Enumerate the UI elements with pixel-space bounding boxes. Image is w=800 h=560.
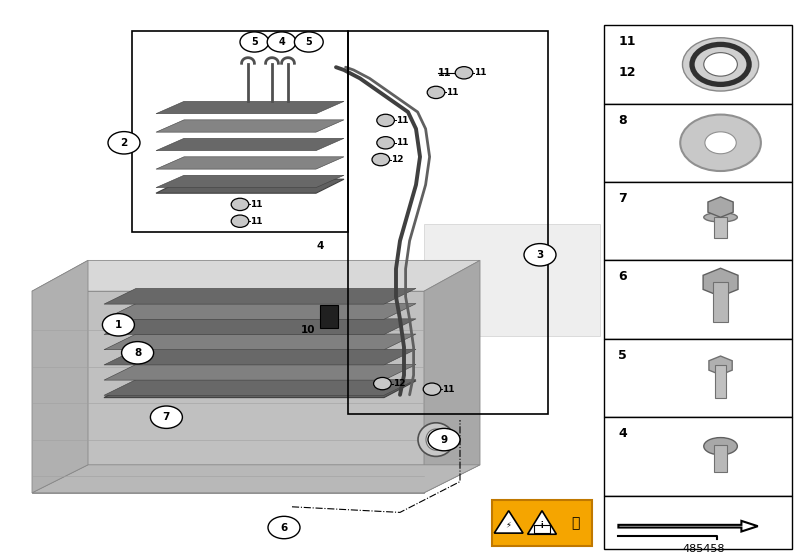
Polygon shape — [104, 334, 416, 349]
Text: 7: 7 — [618, 192, 627, 205]
Polygon shape — [104, 288, 416, 304]
Circle shape — [377, 137, 394, 149]
Polygon shape — [104, 381, 416, 398]
Text: 12: 12 — [391, 155, 404, 164]
Circle shape — [682, 38, 758, 91]
Polygon shape — [32, 260, 88, 493]
Bar — [132, 31, 348, 232]
Text: 8: 8 — [134, 348, 142, 358]
Bar — [714, 282, 728, 321]
Circle shape — [267, 32, 296, 52]
Circle shape — [455, 67, 473, 79]
Text: 11: 11 — [396, 138, 409, 147]
Polygon shape — [424, 260, 480, 493]
Circle shape — [427, 86, 445, 99]
Bar — [492, 500, 592, 546]
Polygon shape — [104, 349, 416, 365]
Text: 11: 11 — [474, 68, 487, 77]
Text: 11: 11 — [250, 217, 263, 226]
Text: 485458: 485458 — [682, 544, 726, 554]
Text: 5: 5 — [618, 349, 627, 362]
Circle shape — [231, 215, 249, 227]
Bar — [348, 31, 548, 414]
Text: 11: 11 — [618, 35, 636, 48]
Ellipse shape — [418, 423, 454, 456]
Circle shape — [231, 198, 249, 211]
Text: 11: 11 — [396, 116, 409, 125]
Text: 4: 4 — [618, 427, 627, 440]
Text: 11: 11 — [250, 200, 263, 209]
Circle shape — [372, 153, 390, 166]
Polygon shape — [32, 465, 480, 493]
Polygon shape — [104, 365, 416, 380]
Text: 3: 3 — [536, 250, 544, 260]
Text: 12: 12 — [618, 66, 636, 79]
Text: 11: 11 — [438, 68, 452, 78]
Polygon shape — [494, 511, 523, 533]
Bar — [714, 445, 727, 472]
Text: 11: 11 — [442, 385, 455, 394]
Text: 4: 4 — [278, 37, 285, 47]
Text: ⚡: ⚡ — [506, 520, 512, 529]
Text: 5: 5 — [306, 37, 312, 47]
Circle shape — [524, 244, 556, 266]
Text: 5: 5 — [251, 37, 258, 47]
Bar — [604, 339, 792, 417]
Text: 12: 12 — [393, 379, 406, 388]
Circle shape — [705, 132, 736, 154]
Text: 4: 4 — [316, 241, 324, 251]
Polygon shape — [156, 120, 344, 132]
Ellipse shape — [704, 437, 738, 455]
Polygon shape — [156, 101, 344, 114]
Circle shape — [294, 32, 323, 52]
Text: 8: 8 — [618, 114, 627, 127]
Polygon shape — [156, 175, 344, 188]
Bar — [604, 260, 792, 339]
Circle shape — [150, 406, 182, 428]
Polygon shape — [528, 511, 557, 534]
Polygon shape — [104, 319, 416, 334]
Bar — [604, 417, 792, 496]
Circle shape — [374, 377, 391, 390]
Text: 7: 7 — [162, 412, 170, 422]
Bar — [320, 305, 338, 328]
Text: i: i — [541, 521, 543, 530]
Polygon shape — [104, 304, 416, 319]
Circle shape — [102, 314, 134, 336]
Circle shape — [377, 114, 394, 127]
Ellipse shape — [704, 213, 738, 222]
Text: 10: 10 — [301, 325, 315, 335]
Polygon shape — [104, 380, 416, 395]
Bar — [714, 217, 726, 239]
Polygon shape — [32, 260, 480, 291]
Bar — [604, 25, 792, 104]
Text: 2: 2 — [120, 138, 128, 148]
Text: 6: 6 — [618, 270, 627, 283]
Text: 11: 11 — [446, 88, 459, 97]
Bar — [715, 366, 726, 398]
Text: 1: 1 — [114, 320, 122, 330]
Circle shape — [122, 342, 154, 364]
Circle shape — [428, 428, 460, 451]
Polygon shape — [156, 179, 344, 193]
Circle shape — [704, 53, 738, 76]
Polygon shape — [156, 138, 344, 151]
Circle shape — [108, 132, 140, 154]
Ellipse shape — [426, 429, 446, 450]
Circle shape — [240, 32, 269, 52]
Text: 🖐: 🖐 — [571, 516, 579, 530]
Polygon shape — [156, 157, 344, 169]
Polygon shape — [424, 224, 600, 336]
Bar — [604, 104, 792, 182]
Polygon shape — [32, 291, 424, 493]
Bar — [604, 182, 792, 260]
Text: 6: 6 — [280, 522, 288, 533]
Bar — [604, 496, 792, 549]
Circle shape — [423, 383, 441, 395]
Text: 9: 9 — [441, 435, 447, 445]
Bar — [534, 525, 550, 533]
Circle shape — [680, 115, 761, 171]
Circle shape — [268, 516, 300, 539]
